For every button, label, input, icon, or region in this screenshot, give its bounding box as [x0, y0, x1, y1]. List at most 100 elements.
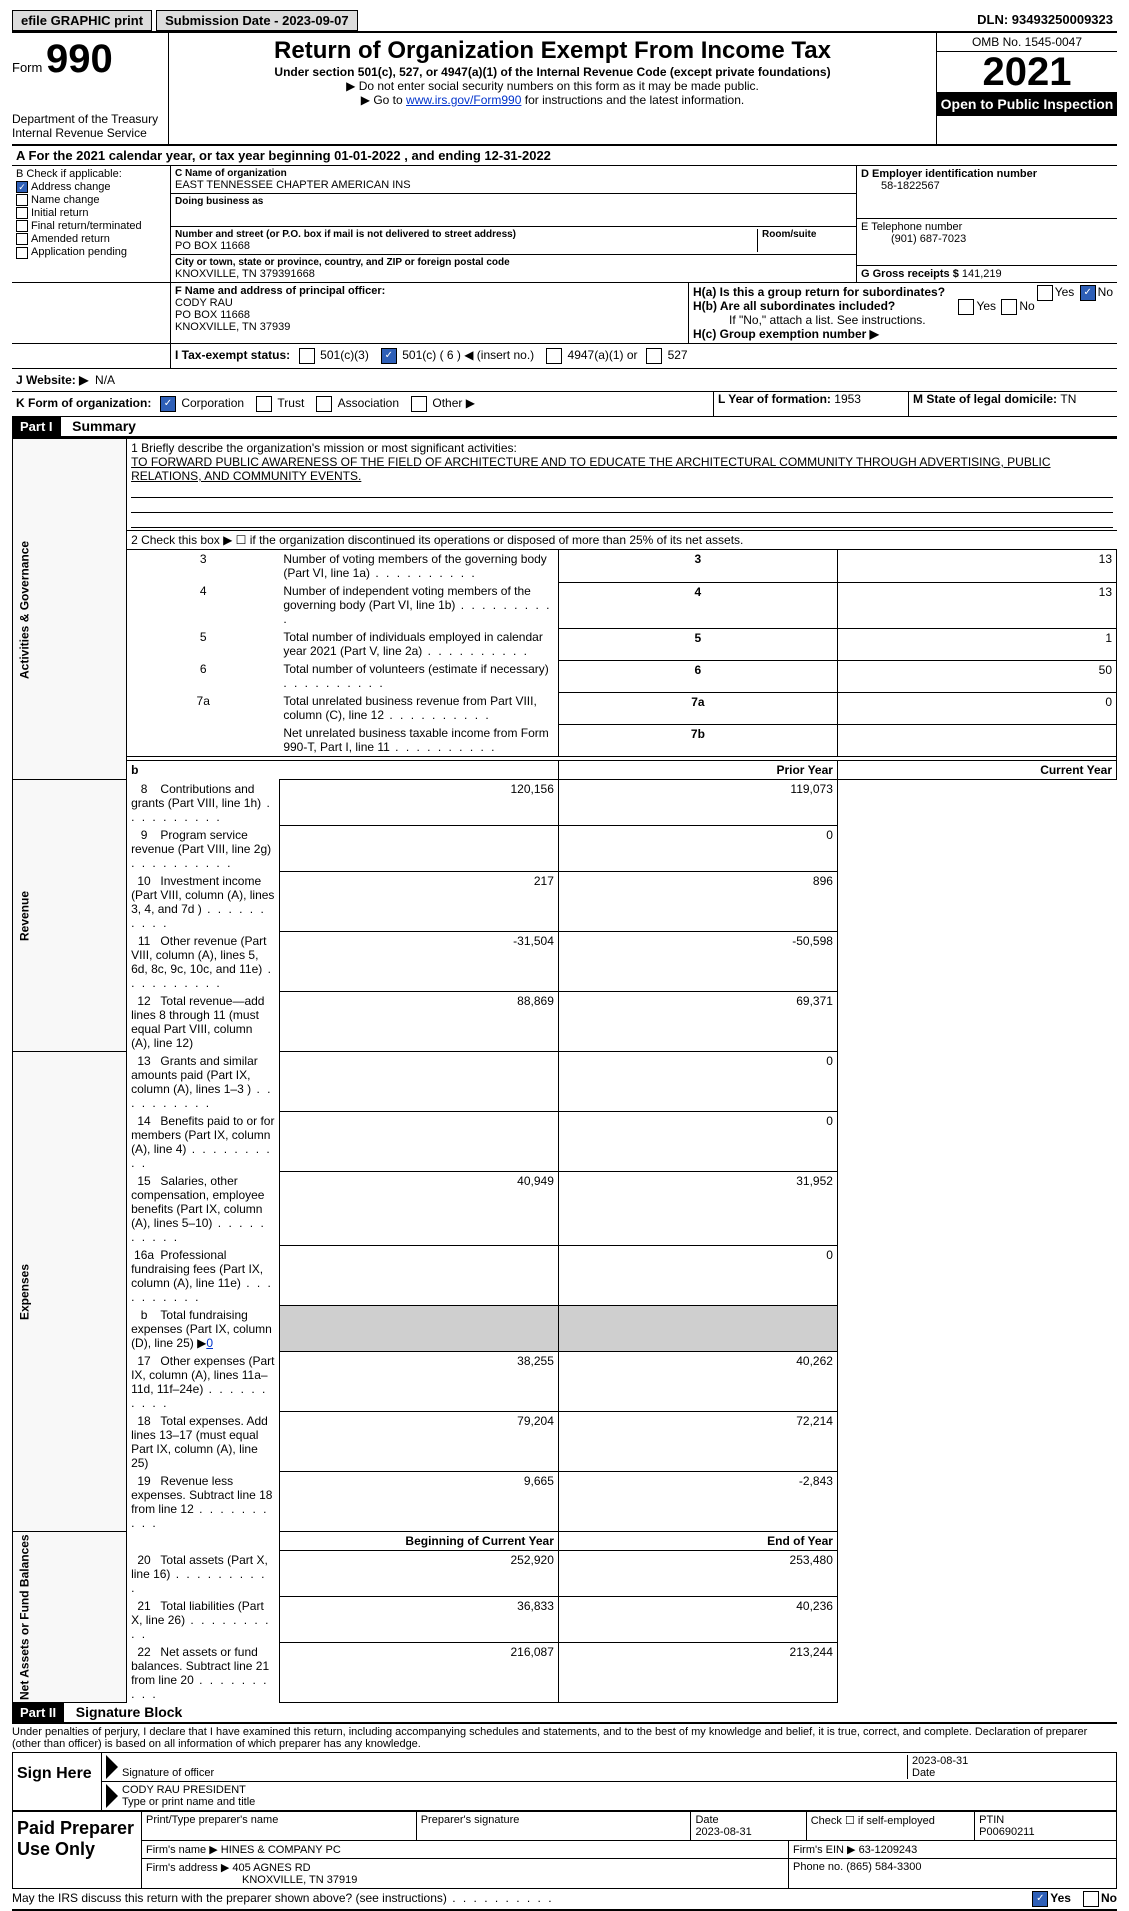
chk-corp[interactable]: ✓ [160, 396, 176, 412]
col-b-checkboxes: B Check if applicable: ✓Address change N… [12, 166, 171, 282]
org-name-value: EAST TENNESSEE CHAPTER AMERICAN INS [175, 179, 411, 191]
chk-final-return[interactable]: Final return/terminated [16, 220, 166, 232]
arrow-icon [106, 1755, 118, 1779]
mission-cell: 1 Briefly describe the organization's mi… [127, 439, 1117, 531]
tel-row: E Telephone number (901) 687-7023 [857, 219, 1117, 266]
col-b-label: B Check if applicable: [16, 168, 122, 180]
officer-name-line: CODY RAU PRESIDENTType or print name and… [102, 1782, 1116, 1810]
row-l-label: L Year of formation: [718, 392, 831, 406]
chk-4947[interactable] [546, 348, 562, 364]
line-2: 2 Check this box ▶ ☐ if the organization… [127, 531, 1117, 550]
street-value: PO BOX 11668 [175, 240, 250, 252]
row-k-label: K Form of organization: [16, 396, 151, 410]
goto-post: for instructions and the latest informat… [525, 93, 744, 107]
info-grid-1: B Check if applicable: ✓Address change N… [12, 166, 1117, 283]
ein-value: 58-1822567 [861, 180, 940, 192]
gov-line-7b: Net unrelated business taxable income fr… [13, 724, 1117, 757]
city-label: City or town, state or province, country… [175, 257, 852, 268]
gov-line-5: 5Total number of individuals employed in… [13, 628, 1117, 660]
summary-table: Activities & Governance 1 Briefly descri… [12, 438, 1117, 1703]
chk-assoc[interactable] [316, 396, 332, 412]
irs-link[interactable]: www.irs.gov/Form990 [406, 93, 521, 107]
room-label: Room/suite [762, 229, 852, 240]
side-expenses: Expenses [13, 1052, 127, 1532]
open-to-public: Open to Public Inspection [937, 92, 1117, 116]
officer-addr1: PO BOX 11668 [175, 309, 250, 321]
efile-print-button[interactable]: efile GRAPHIC print [12, 10, 152, 31]
rev-header-row: bPrior YearCurrent Year [13, 761, 1117, 780]
discuss-yes-box[interactable]: ✓ [1032, 1891, 1048, 1907]
row-k-l: K Form of organization: ✓ Corporation Tr… [12, 392, 1117, 417]
discuss-no-box[interactable] [1083, 1891, 1099, 1907]
hb-yes-box[interactable] [958, 299, 974, 315]
treasury-dept: Department of the Treasury [12, 112, 162, 126]
street-label: Number and street (or P.O. box if mail i… [175, 229, 757, 240]
header-middle: Return of Organization Exempt From Incom… [169, 33, 936, 144]
col-d-right: D Employer identification number 58-1822… [856, 166, 1117, 282]
gov-line-7a: 7aTotal unrelated business revenue from … [13, 692, 1117, 724]
row-m-label: M State of legal domicile: [913, 392, 1057, 406]
chk-amended[interactable]: Amended return [16, 233, 166, 245]
chk-501c[interactable]: ✓ [381, 348, 397, 364]
chk-address-change[interactable]: ✓Address change [16, 181, 166, 193]
officer-sig-line: Signature of officer 2023-08-31Date [102, 1753, 1116, 1782]
ha-label: H(a) Is this a group return for subordin… [693, 285, 945, 299]
org-name-label: C Name of organization [175, 168, 852, 179]
part-i-header-row: Part I Summary [12, 417, 1117, 438]
hc-row: H(c) Group exemption number ▶ [693, 327, 1113, 341]
chk-trust[interactable] [256, 396, 272, 412]
col-h-group: H(a) Is this a group return for subordin… [689, 283, 1117, 343]
tax-year: 2021 [937, 52, 1117, 92]
row-i-label: I Tax-exempt status: [175, 348, 290, 364]
row-i-tax-status: I Tax-exempt status: 501(c)(3) ✓ 501(c) … [12, 344, 1117, 369]
part-ii-header-row: Part II Signature Block [12, 1703, 1117, 1724]
dba-label: Doing business as [175, 196, 852, 207]
side-netassets: Net Assets or Fund Balances [13, 1532, 127, 1703]
row-a-tax-year: A For the 2021 calendar year, or tax yea… [12, 146, 1117, 166]
prep-row-1: Print/Type preparer's name Preparer's si… [142, 1812, 1116, 1841]
irs-label: Internal Revenue Service [12, 126, 162, 140]
chk-501c3[interactable] [299, 348, 315, 364]
chk-initial-return[interactable]: Initial return [16, 207, 166, 219]
part-i-badge: Part I [12, 417, 61, 436]
header-right: OMB No. 1545-0047 2021 Open to Public In… [936, 33, 1117, 144]
ein-label: D Employer identification number [861, 168, 1037, 180]
tel-value: (901) 687-7023 [861, 233, 966, 245]
chk-527[interactable] [646, 348, 662, 364]
chk-app-pending[interactable]: Application pending [16, 246, 166, 258]
info-grid-2: F Name and address of principal officer:… [12, 283, 1117, 344]
ssn-note: ▶ Do not enter social security numbers o… [175, 79, 930, 93]
form-subtitle: Under section 501(c), 527, or 4947(a)(1)… [175, 65, 930, 79]
declaration-text: Under penalties of perjury, I declare th… [12, 1724, 1117, 1752]
hb-no-box[interactable] [1001, 299, 1017, 315]
domicile-state: TN [1060, 392, 1076, 406]
officer-addr2: KNOXVILLE, TN 37939 [175, 321, 290, 333]
sign-here-block: Sign Here Signature of officer 2023-08-3… [12, 1752, 1117, 1811]
mission-label: 1 Briefly describe the organization's mi… [131, 441, 517, 455]
prep-row-3: Firm's address ▶ 405 AGNES RDKNOXVILLE, … [142, 1859, 1116, 1888]
officer-name: CODY RAU [175, 297, 233, 309]
ha-yes-box[interactable] [1037, 285, 1053, 301]
part-i-title: Summary [64, 416, 144, 436]
preparer-block: Paid Preparer Use Only Print/Type prepar… [12, 1811, 1117, 1889]
hb-row: H(b) Are all subordinates included? Yes … [693, 299, 1113, 313]
sign-here-label: Sign Here [13, 1753, 102, 1810]
gov-line-6: 6Total number of volunteers (estimate if… [13, 660, 1117, 692]
col-c-org-info: C Name of organization EAST TENNESSEE CH… [171, 166, 856, 282]
part-ii-title: Signature Block [68, 1702, 191, 1722]
ein-row: D Employer identification number 58-1822… [857, 166, 1117, 219]
tel-label: E Telephone number [861, 221, 962, 233]
row-j-label: J Website: ▶ [16, 373, 88, 387]
gross-row: G Gross receipts $ 141,219 [857, 266, 1117, 282]
submission-date: Submission Date - 2023-09-07 [156, 10, 358, 31]
goto-pre: ▶ Go to [361, 93, 406, 107]
spacer-left [12, 283, 171, 343]
col-f-officer: F Name and address of principal officer:… [171, 283, 689, 343]
gross-value: 141,219 [962, 268, 1002, 280]
chk-name-change[interactable]: Name change [16, 194, 166, 206]
header-left: Form 990 Department of the Treasury Inte… [12, 33, 169, 144]
officer-label: F Name and address of principal officer: [175, 285, 385, 297]
chk-other[interactable] [411, 396, 427, 412]
form-number: 990 [46, 37, 113, 81]
ha-no-box[interactable]: ✓ [1080, 285, 1096, 301]
